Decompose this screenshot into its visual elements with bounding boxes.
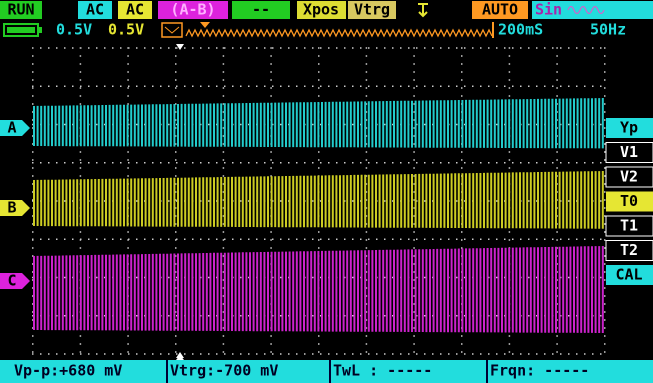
menu-item[interactable]: V1 xyxy=(620,143,638,161)
math-mode-label[interactable]: (A-B) xyxy=(170,1,215,19)
menu-item[interactable]: T1 xyxy=(620,217,638,235)
timebase: 200mS xyxy=(498,21,543,39)
menu-item[interactable]: Yp xyxy=(620,119,638,137)
ch-b-scale: 0.5V xyxy=(108,21,144,39)
battery-tip xyxy=(38,27,42,33)
timeline-end xyxy=(492,22,494,38)
ch-c-marker-label: C xyxy=(7,272,16,290)
menu-item[interactable]: V2 xyxy=(620,168,638,186)
ch-a-coupling-label[interactable]: AC xyxy=(86,1,104,19)
measurement[interactable]: Frqn: ----- xyxy=(490,362,589,380)
battery-level xyxy=(7,27,35,33)
menu-item[interactable]: T0 xyxy=(620,192,638,210)
ch-a-marker-label: A xyxy=(7,119,16,137)
trigger-mode-label[interactable]: AUTO xyxy=(482,1,518,19)
output-wave-label[interactable]: Sin xyxy=(535,1,562,19)
menu-item[interactable]: T2 xyxy=(620,241,638,259)
separator xyxy=(166,360,168,383)
ch-b-coupling-label[interactable]: AC xyxy=(126,1,144,19)
ch-b-marker-label: B xyxy=(7,199,16,217)
xpos-label[interactable]: Xpos xyxy=(303,1,339,19)
ch-a-scale: 0.5V xyxy=(56,21,92,39)
separator xyxy=(486,360,488,383)
oscilloscope-screen: RUN AC AC (A-B) -- Xpos Vtrg AUTO Sin 0.… xyxy=(0,0,653,383)
measurement[interactable]: TwL : ----- xyxy=(333,362,432,380)
run-label[interactable]: RUN xyxy=(7,1,34,19)
menu-item[interactable]: CAL xyxy=(615,266,642,284)
ch-d-mode-label[interactable]: -- xyxy=(252,1,270,19)
measurement[interactable]: Vp-p:+680 mV xyxy=(14,362,122,380)
vtrg-label[interactable]: Vtrg xyxy=(354,1,390,19)
measurement[interactable]: Vtrg:-700 mV xyxy=(170,362,278,380)
frequency: 50Hz xyxy=(590,21,626,39)
side-menu: Yp V1 V2 T0 T1 T2 CAL xyxy=(606,118,653,285)
separator xyxy=(329,360,331,383)
